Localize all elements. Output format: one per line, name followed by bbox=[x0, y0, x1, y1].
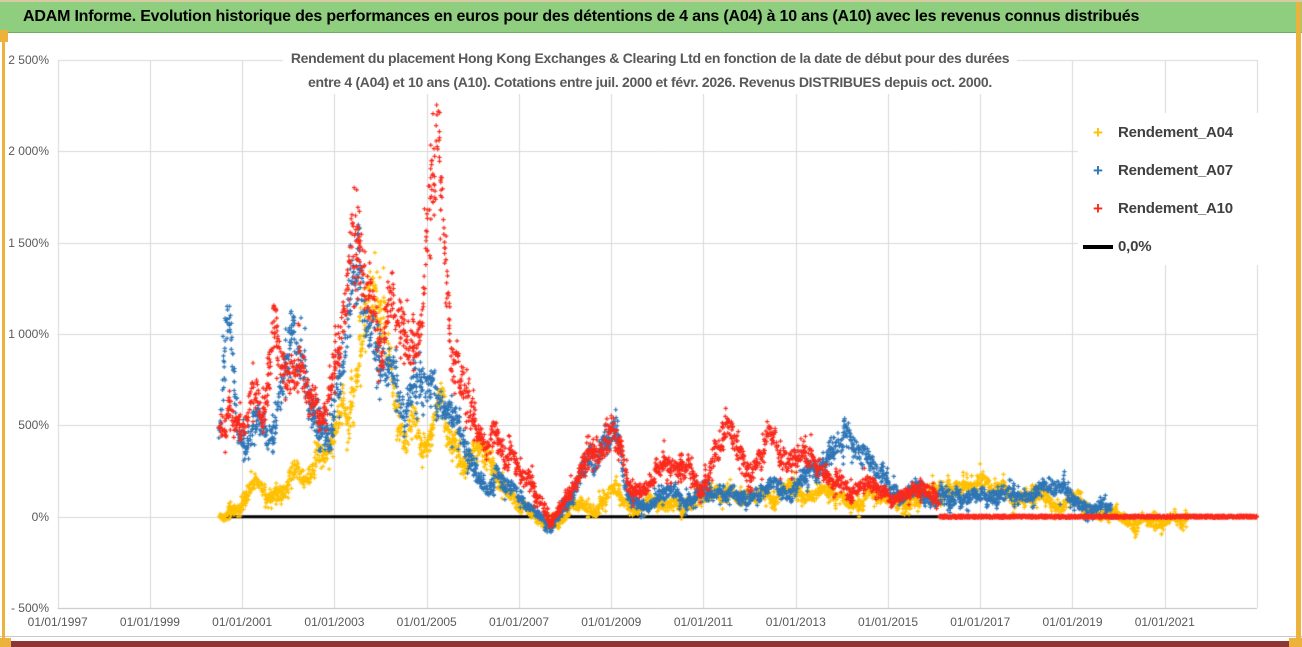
bottom-maroon-bar bbox=[0, 641, 1302, 647]
legend-item[interactable]: + Rendement_A10 bbox=[1078, 189, 1296, 227]
x-tick-label: 01/01/1999 bbox=[119, 615, 180, 629]
y-tick-label: 1 000% bbox=[8, 327, 49, 341]
chart-title-line-1: Rendement du placement Hong Kong Exchang… bbox=[290, 50, 1010, 66]
legend-item-label: Rendement_A04 bbox=[1118, 123, 1233, 141]
page-title: ADAM Informe. Evolution historique des p… bbox=[23, 8, 1140, 25]
x-tick-label: 01/01/1997 bbox=[27, 615, 88, 629]
x-tick-label: 01/01/2019 bbox=[1042, 615, 1103, 629]
x-tick-label: 01/01/2003 bbox=[304, 615, 365, 629]
x-tick-label: 01/01/2021 bbox=[1134, 615, 1195, 629]
chart-legend: + Rendement_A04 + Rendement_A07 + Rendement_A… bbox=[1078, 113, 1296, 265]
y-tick-label: 1 500% bbox=[8, 235, 49, 250]
legend-item-label: Rendement_A07 bbox=[1118, 161, 1233, 179]
legend-line-marker-icon bbox=[1078, 238, 1118, 255]
legend-plus-marker-icon: + bbox=[1093, 160, 1103, 180]
x-tick-label: 01/01/2015 bbox=[857, 615, 919, 629]
legend-item[interactable]: 0,0% bbox=[1078, 227, 1296, 265]
x-tick-label: 01/01/2001 bbox=[212, 615, 273, 629]
y-tick-label: 500% bbox=[18, 418, 49, 433]
legend-plus-marker-icon: + bbox=[1093, 122, 1103, 142]
y-tick-label: 2 500% bbox=[8, 53, 49, 67]
header-bar: ADAM Informe. Evolution historique des p… bbox=[0, 2, 1302, 33]
legend-plus-marker-icon: + bbox=[1093, 198, 1103, 218]
accent-border-left bbox=[2, 32, 5, 647]
chart-title-line-2: entre 4 (A04) et 10 ans (A10). Cotations… bbox=[308, 74, 992, 90]
y-tick-label: 0% bbox=[31, 509, 49, 524]
chart-title: Rendement du placement Hong Kong Exchang… bbox=[282, 46, 1018, 94]
accent-corner-bottom-right bbox=[1289, 638, 1302, 647]
x-tick-label: 01/01/2013 bbox=[765, 615, 826, 629]
bottom-hairline bbox=[0, 636, 1302, 637]
x-tick-label: 01/01/2009 bbox=[581, 615, 642, 629]
y-tick-label: 2 000% bbox=[8, 144, 49, 159]
legend-item-label: 0,0% bbox=[1118, 237, 1152, 255]
accent-border-right bbox=[1296, 2, 1301, 647]
x-tick-label: 01/01/2005 bbox=[396, 615, 457, 629]
legend-item[interactable]: + Rendement_A07 bbox=[1078, 151, 1296, 189]
y-tick-label: - 500% bbox=[10, 601, 49, 615]
x-tick-label: 01/01/2017 bbox=[950, 615, 1011, 629]
x-tick-label: 01/01/2007 bbox=[488, 615, 549, 629]
top-accent-line bbox=[0, 0, 1302, 2]
accent-corner-bottom-left bbox=[0, 638, 11, 647]
legend-item[interactable]: + Rendement_A04 bbox=[1078, 113, 1296, 151]
legend-item-label: Rendement_A10 bbox=[1118, 199, 1233, 217]
x-tick-label: 01/01/2011 bbox=[673, 615, 734, 629]
